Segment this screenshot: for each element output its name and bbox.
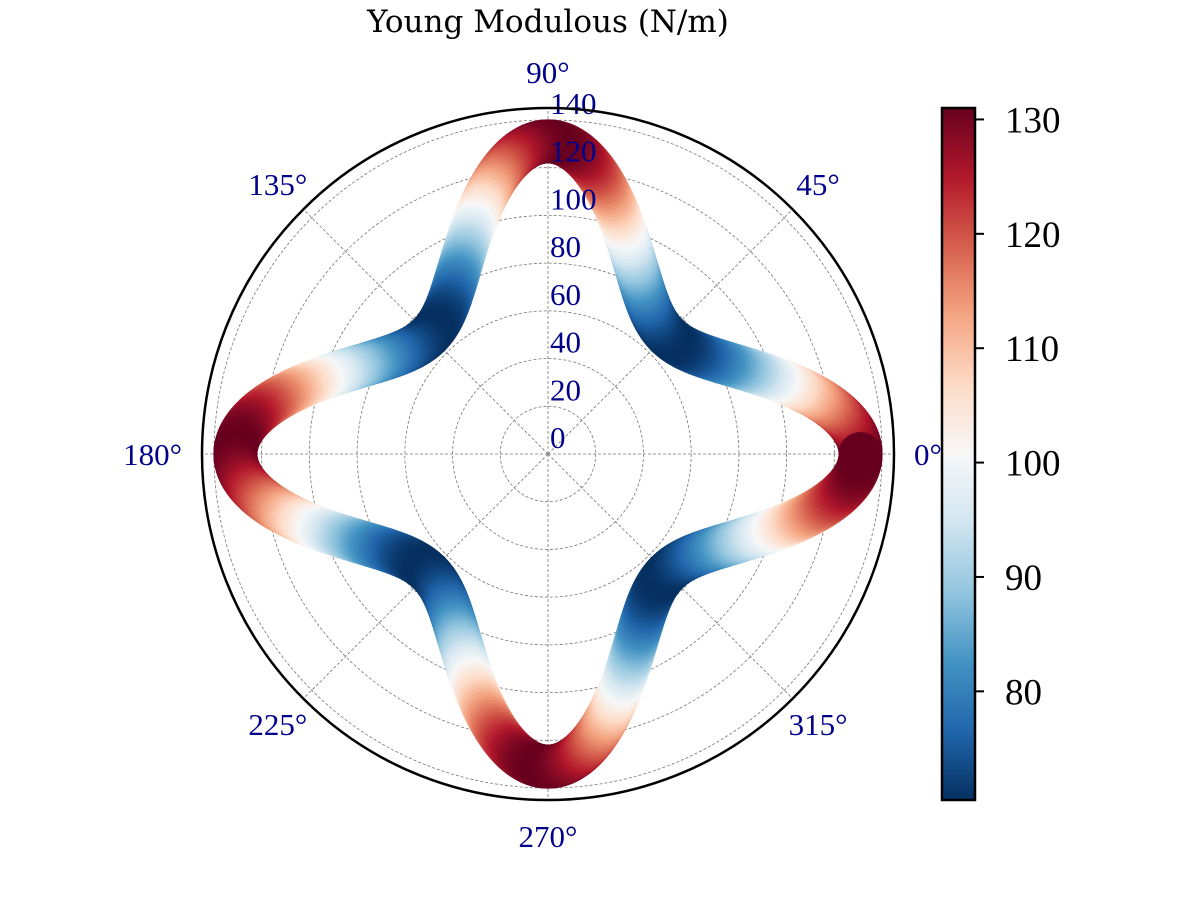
angular-tick-labels: 0° 45° 90° 135° 180° 225° 270° 315° — [123, 55, 942, 854]
angular-tick-label: 135° — [248, 167, 307, 202]
angular-tick-label: 315° — [789, 707, 848, 742]
colorbar: 80 90 100 110 120 130 — [940, 100, 1061, 802]
radial-tick-label: 60 — [550, 277, 581, 312]
colorbar-tick-label: 80 — [1005, 672, 1042, 713]
colorbar-tick-label: 110 — [1005, 329, 1059, 370]
angular-tick-label: 90° — [526, 55, 569, 90]
angular-tick-label: 225° — [248, 707, 307, 742]
radial-tick-label: 140 — [550, 86, 597, 121]
grid-circle-60 — [404, 310, 692, 598]
colorbar-tick-label: 100 — [1005, 444, 1061, 485]
colorbar-tick-label: 120 — [1005, 215, 1061, 256]
radial-tick-label: 100 — [550, 181, 597, 216]
radial-tick-label: 20 — [550, 372, 581, 407]
radial-tick-label: 40 — [550, 325, 581, 360]
polar-outer-frame — [200, 106, 896, 802]
radial-tick-label: 120 — [550, 134, 597, 169]
polar-grid — [202, 108, 894, 800]
colorbar-tick-label: 130 — [1005, 100, 1061, 141]
angular-tick-label: 270° — [519, 819, 578, 854]
angular-tick-label: 180° — [123, 437, 182, 472]
colorbar-gradient — [940, 106, 977, 802]
angular-tick-label: 0° — [914, 437, 942, 472]
chart-title: Young Modulous (N/m) — [366, 4, 729, 40]
angular-tick-label: 45° — [796, 167, 839, 202]
young-modulus-curve — [213, 119, 883, 789]
radial-tick-label: 0 — [550, 420, 566, 455]
radial-tick-label: 80 — [550, 229, 581, 264]
radial-tick-labels: 0 20 40 60 80 100 120 140 — [550, 86, 597, 455]
colorbar-tick-label: 90 — [1005, 558, 1042, 599]
colorbar-ticks: 80 90 100 110 120 130 — [975, 100, 1061, 713]
grid-circle-100 — [308, 214, 788, 694]
